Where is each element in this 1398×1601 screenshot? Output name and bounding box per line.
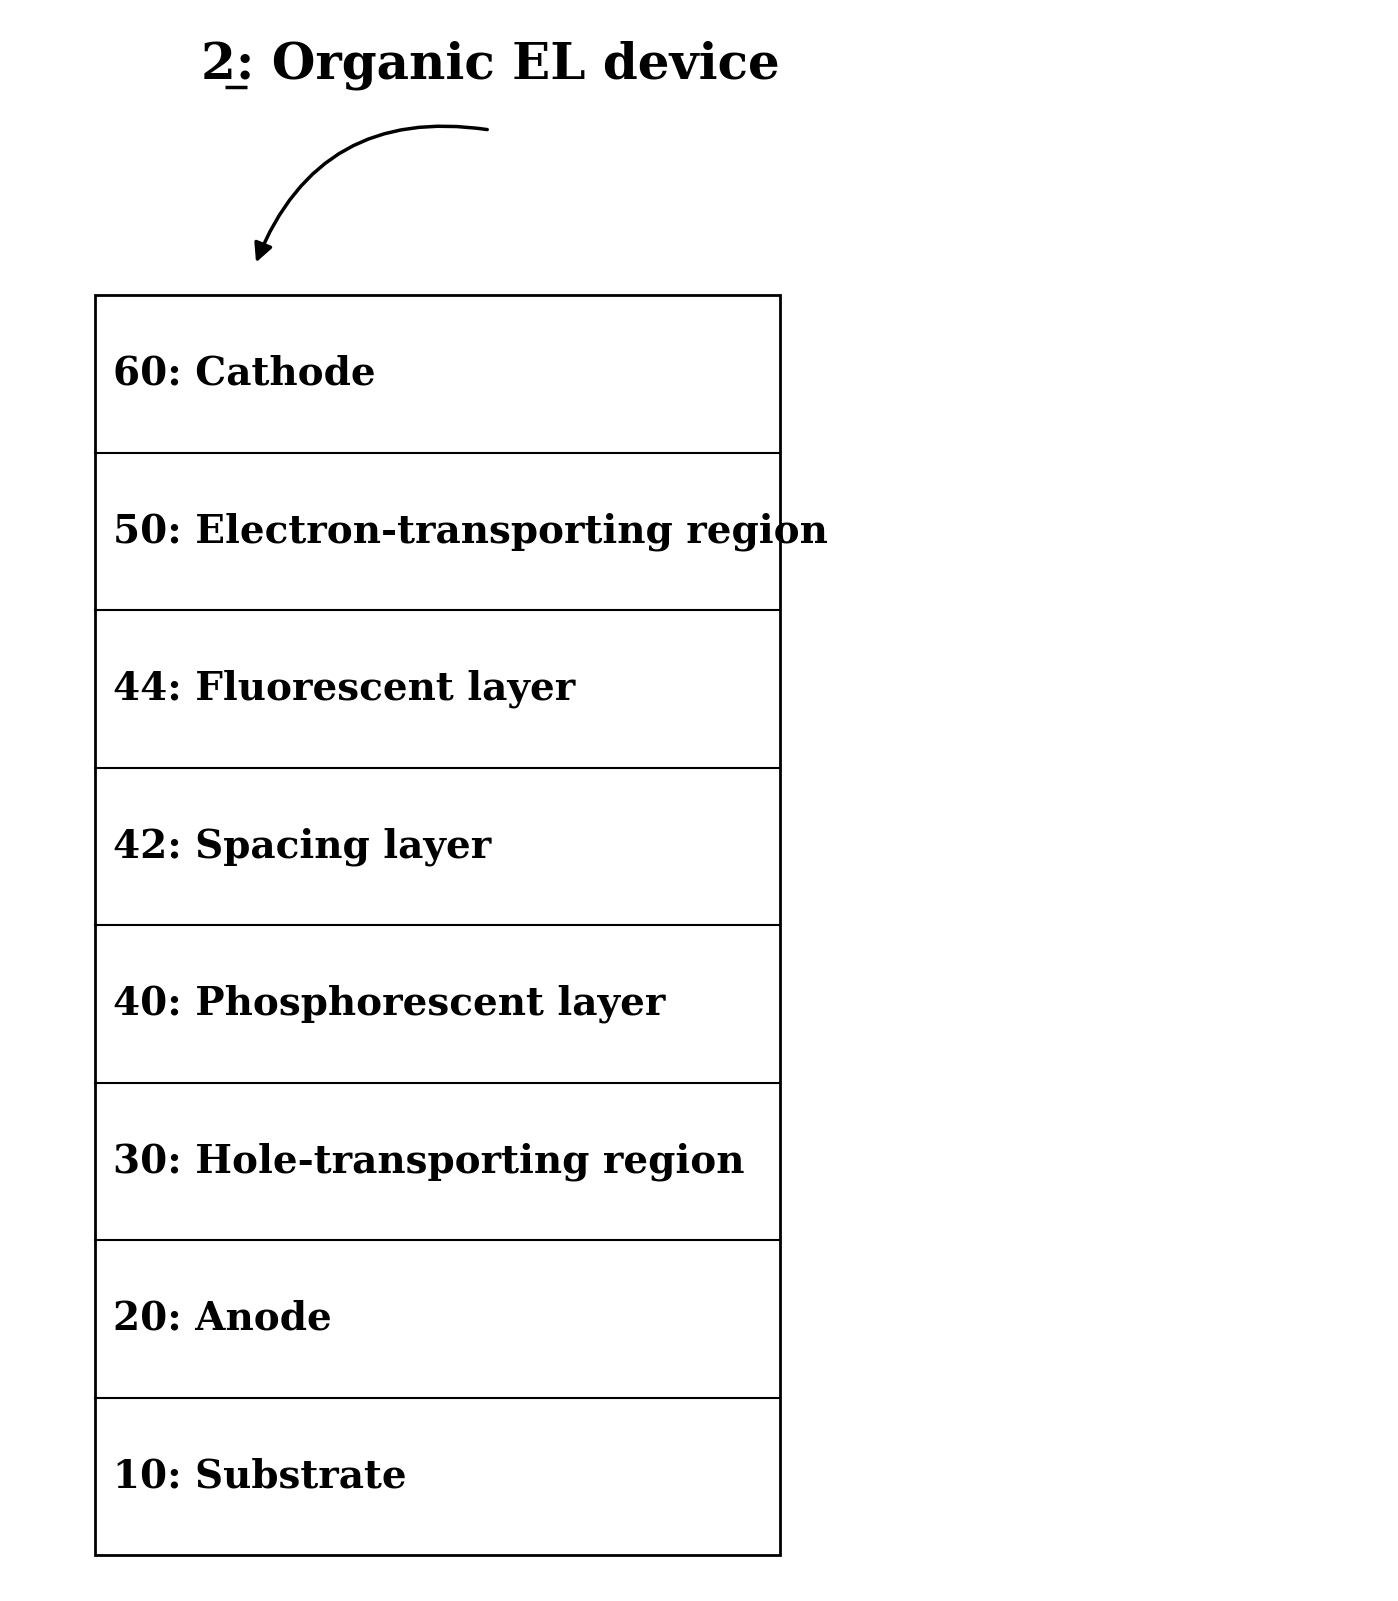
Text: 10: Substrate: 10: Substrate: [113, 1457, 407, 1495]
Text: 42: Spacing layer: 42: Spacing layer: [113, 828, 491, 866]
FancyArrowPatch shape: [256, 126, 488, 259]
Text: 60: Cathode: 60: Cathode: [113, 355, 376, 392]
Text: 44: Fluorescent layer: 44: Fluorescent layer: [113, 669, 575, 708]
Bar: [95, 295, 780, 1555]
Text: 2: Organic EL device: 2: Organic EL device: [201, 40, 779, 90]
Text: 20: Anode: 20: Anode: [113, 1300, 331, 1338]
Text: 30: Hole-transporting region: 30: Hole-transporting region: [113, 1142, 745, 1180]
Text: 40: Phosphorescent layer: 40: Phosphorescent layer: [113, 985, 665, 1023]
Text: 50: Electron-transporting region: 50: Electron-transporting region: [113, 512, 828, 551]
